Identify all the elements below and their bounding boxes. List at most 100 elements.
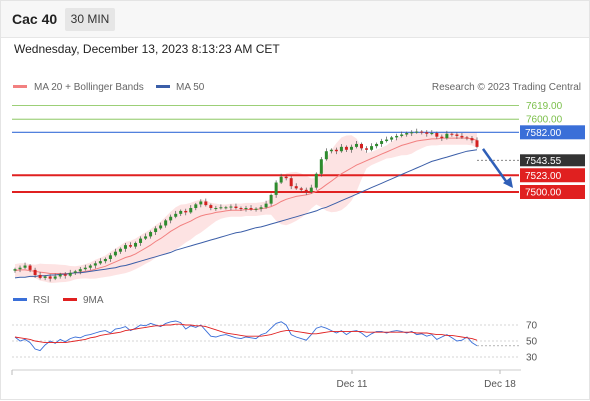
candle <box>415 128 419 134</box>
candle <box>159 222 163 230</box>
candle <box>445 130 449 140</box>
candle <box>68 269 72 278</box>
candle <box>164 218 168 228</box>
candle-body <box>38 274 42 278</box>
candle-body <box>470 138 474 141</box>
timeframe-button[interactable]: 30 MIN <box>65 8 115 31</box>
candle-body <box>103 258 107 262</box>
candle <box>214 205 218 211</box>
candle-body <box>224 207 228 209</box>
candle-body <box>159 225 163 229</box>
candle-body <box>370 146 374 150</box>
candle <box>470 135 474 144</box>
candle-body <box>349 146 353 150</box>
candle-body <box>400 134 404 136</box>
candle-body <box>360 143 363 149</box>
time-axis: Dec 11 Dec 18 <box>11 369 521 390</box>
candle <box>189 205 193 214</box>
forecast-arrow-head <box>502 177 513 188</box>
time-tick-label: Dec 11 <box>337 379 368 390</box>
candle <box>365 146 369 153</box>
candle-body <box>314 173 318 188</box>
support-2-label-box <box>520 185 585 199</box>
candle <box>294 183 298 190</box>
candle <box>199 199 203 208</box>
candle <box>465 135 469 141</box>
candle <box>405 131 409 137</box>
candle-body <box>239 208 243 210</box>
rsi-tick-label-30: 30 <box>526 353 538 364</box>
candle <box>289 175 293 190</box>
candle <box>194 202 198 211</box>
candle-body <box>129 245 132 247</box>
candle-body <box>88 265 92 268</box>
forecast-arrow-shaft <box>481 148 510 185</box>
candle <box>344 145 348 152</box>
candle <box>219 204 223 210</box>
ma50-legend-label: MA 50 <box>176 82 205 93</box>
rsi-legend-label: RSI <box>33 295 50 306</box>
candle-body <box>334 149 338 152</box>
candle <box>209 203 213 211</box>
candle-body <box>410 132 414 134</box>
candle <box>204 198 208 207</box>
candle-body <box>169 216 173 221</box>
candle-body <box>344 146 348 150</box>
candle-body <box>435 133 439 137</box>
candle-body <box>33 269 37 275</box>
candle <box>264 200 268 209</box>
candle <box>53 273 57 281</box>
candle-body <box>425 132 429 134</box>
candle-body <box>184 210 188 213</box>
candle-body <box>455 134 459 136</box>
ma20-legend-swatch <box>13 85 27 88</box>
candle-body <box>63 274 67 276</box>
candle-body <box>264 203 268 208</box>
time-tick-label: Dec 18 <box>484 379 516 390</box>
candle-body <box>420 131 424 133</box>
candle-body <box>279 176 283 183</box>
candle <box>144 233 148 241</box>
candle <box>259 205 263 212</box>
candle-body <box>194 204 198 209</box>
rsi-legend: RSI 9MA <box>13 295 104 306</box>
candle <box>18 265 22 273</box>
ma50-line <box>14 149 478 279</box>
candle-body <box>139 238 143 243</box>
candle <box>324 148 328 161</box>
candle <box>339 143 343 153</box>
candle <box>390 135 394 142</box>
main-legend: MA 20 + Bollinger Bands MA 50 Research ©… <box>13 82 581 93</box>
candle-body <box>390 137 394 140</box>
pivot-label: 7582.00 <box>525 128 562 139</box>
candle-body <box>430 133 434 135</box>
candle <box>349 144 353 153</box>
candle <box>98 258 102 265</box>
candle <box>354 141 358 149</box>
candle-body <box>214 208 218 210</box>
candle-body <box>269 194 273 204</box>
candle <box>455 132 459 139</box>
rsi-ma-legend-swatch <box>63 298 77 301</box>
candle-body <box>244 208 248 210</box>
candle <box>113 248 117 257</box>
candle <box>139 236 143 246</box>
candle-body <box>274 182 278 195</box>
candle-body <box>339 146 343 152</box>
candle <box>400 131 404 138</box>
candle-body <box>134 242 138 247</box>
candle <box>430 130 434 136</box>
candle-body <box>329 149 333 152</box>
candle <box>299 186 303 192</box>
candle <box>123 242 127 252</box>
candle-body <box>440 136 444 139</box>
candle-body <box>93 263 97 266</box>
ma20-legend-label: MA 20 + Bollinger Bands <box>34 82 144 93</box>
candle-body <box>304 189 308 192</box>
candle <box>329 148 333 154</box>
resistance-1-label: 7600.00 <box>526 115 563 126</box>
candle-body <box>13 269 17 271</box>
candle <box>279 173 283 184</box>
candle <box>269 193 273 206</box>
